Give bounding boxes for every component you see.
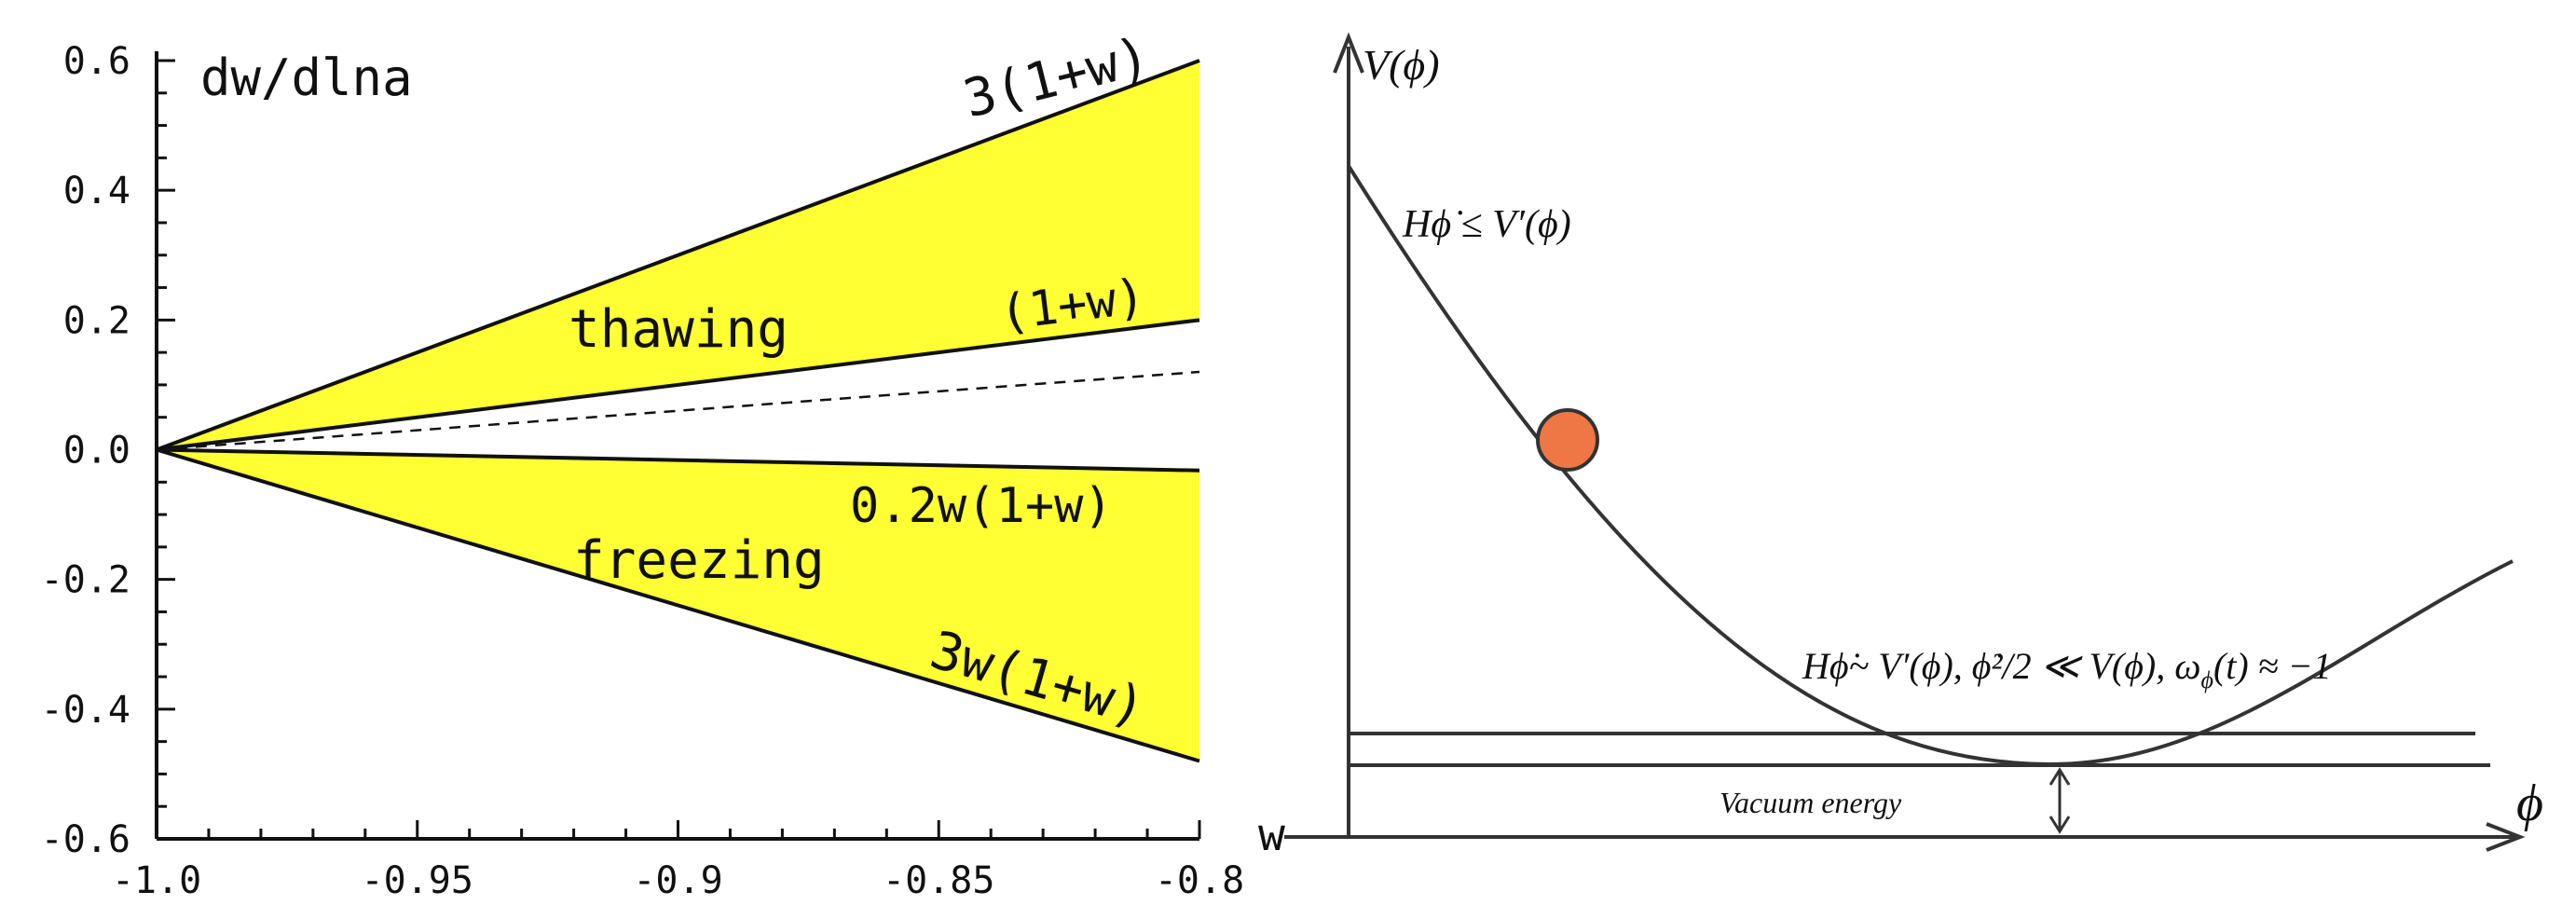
series-lines [156,59,1200,763]
series-line-4 [156,447,1200,473]
y-tick-label: -0.2 [41,559,130,602]
region-label-freezing: freezing [573,530,825,591]
y-axis-arrowhead [1333,32,1364,74]
x-tick-label: -0.9 [633,859,722,902]
series-label-0-2w-1-plus-w: 0.2w(1+w) [850,478,1113,534]
series-line-1 [156,59,1200,452]
series-line-5 [156,447,1200,763]
tick-labels: -0.6 -0.4 -0.2 0.0 0.2 0.4 0.6 -1.0 -0.95 -0.9 -0.… [41,40,1244,902]
x-axis-arrowhead [2486,822,2526,852]
region-label-thawing: thawing [569,299,788,360]
y-tick-label: 0.6 [63,40,130,83]
y-axis-label: dw/dlna [200,48,413,107]
potential-curve [1347,164,2514,767]
x-tick-label: -0.85 [883,859,994,902]
condition-subscript: ϕ [2200,666,2213,693]
vacuum-arrowhead-top [2048,767,2071,786]
vacuum-energy-label: Vacuum energy [1720,786,1902,819]
y-tick-label: 0.2 [63,299,130,342]
y-tick-label: -0.6 [41,818,130,861]
slow-roll-condition-top: Hϕ̇ ≤ V′(ϕ) [1402,203,1571,246]
potential-diagram: V(ϕ) ϕ w Hϕ̇ ≤ V′(ϕ) Hϕ̇~ V′(ϕ), ϕ̇²/2 ≪… [1258,32,2543,861]
slow-roll-condition-bottom: Hϕ̇~ V′(ϕ), ϕ̇²/2 ≪ V(ϕ), ωϕ(t) ≈ −1 [1802,645,2332,693]
rolling-ball [1536,408,1599,472]
potential-x-axis-label: ϕ [2516,775,2543,832]
y-tick-label: 0.0 [63,430,130,473]
series-line-2 [156,318,1200,452]
tick-marks [155,59,1201,841]
x-tick-label: -0.95 [362,859,473,902]
region-freezing-fade [157,449,1199,536]
potential-y-axis-label: V(ϕ) [1363,41,1440,89]
condition-tail: (t) ≈ −1 [2213,645,2332,687]
w-axis-label: w [1258,809,1285,861]
x-tick-label: -0.8 [1155,859,1244,902]
y-tick-label: 0.4 [63,170,130,213]
x-tick-label: -1.0 [112,859,201,902]
series-line-3 [156,370,1200,451]
y-tick-label: -0.4 [41,689,130,732]
dw-dlna-chart: -0.6 -0.4 -0.2 0.0 0.2 0.4 0.6 -1.0 -0.95 -0.9 -0.… [41,26,1244,902]
vacuum-arrowhead-bottom [2048,816,2071,834]
condition-main: Hϕ̇~ V′(ϕ), ϕ̇²/2 ≪ V(ϕ), ω [1802,645,2200,687]
